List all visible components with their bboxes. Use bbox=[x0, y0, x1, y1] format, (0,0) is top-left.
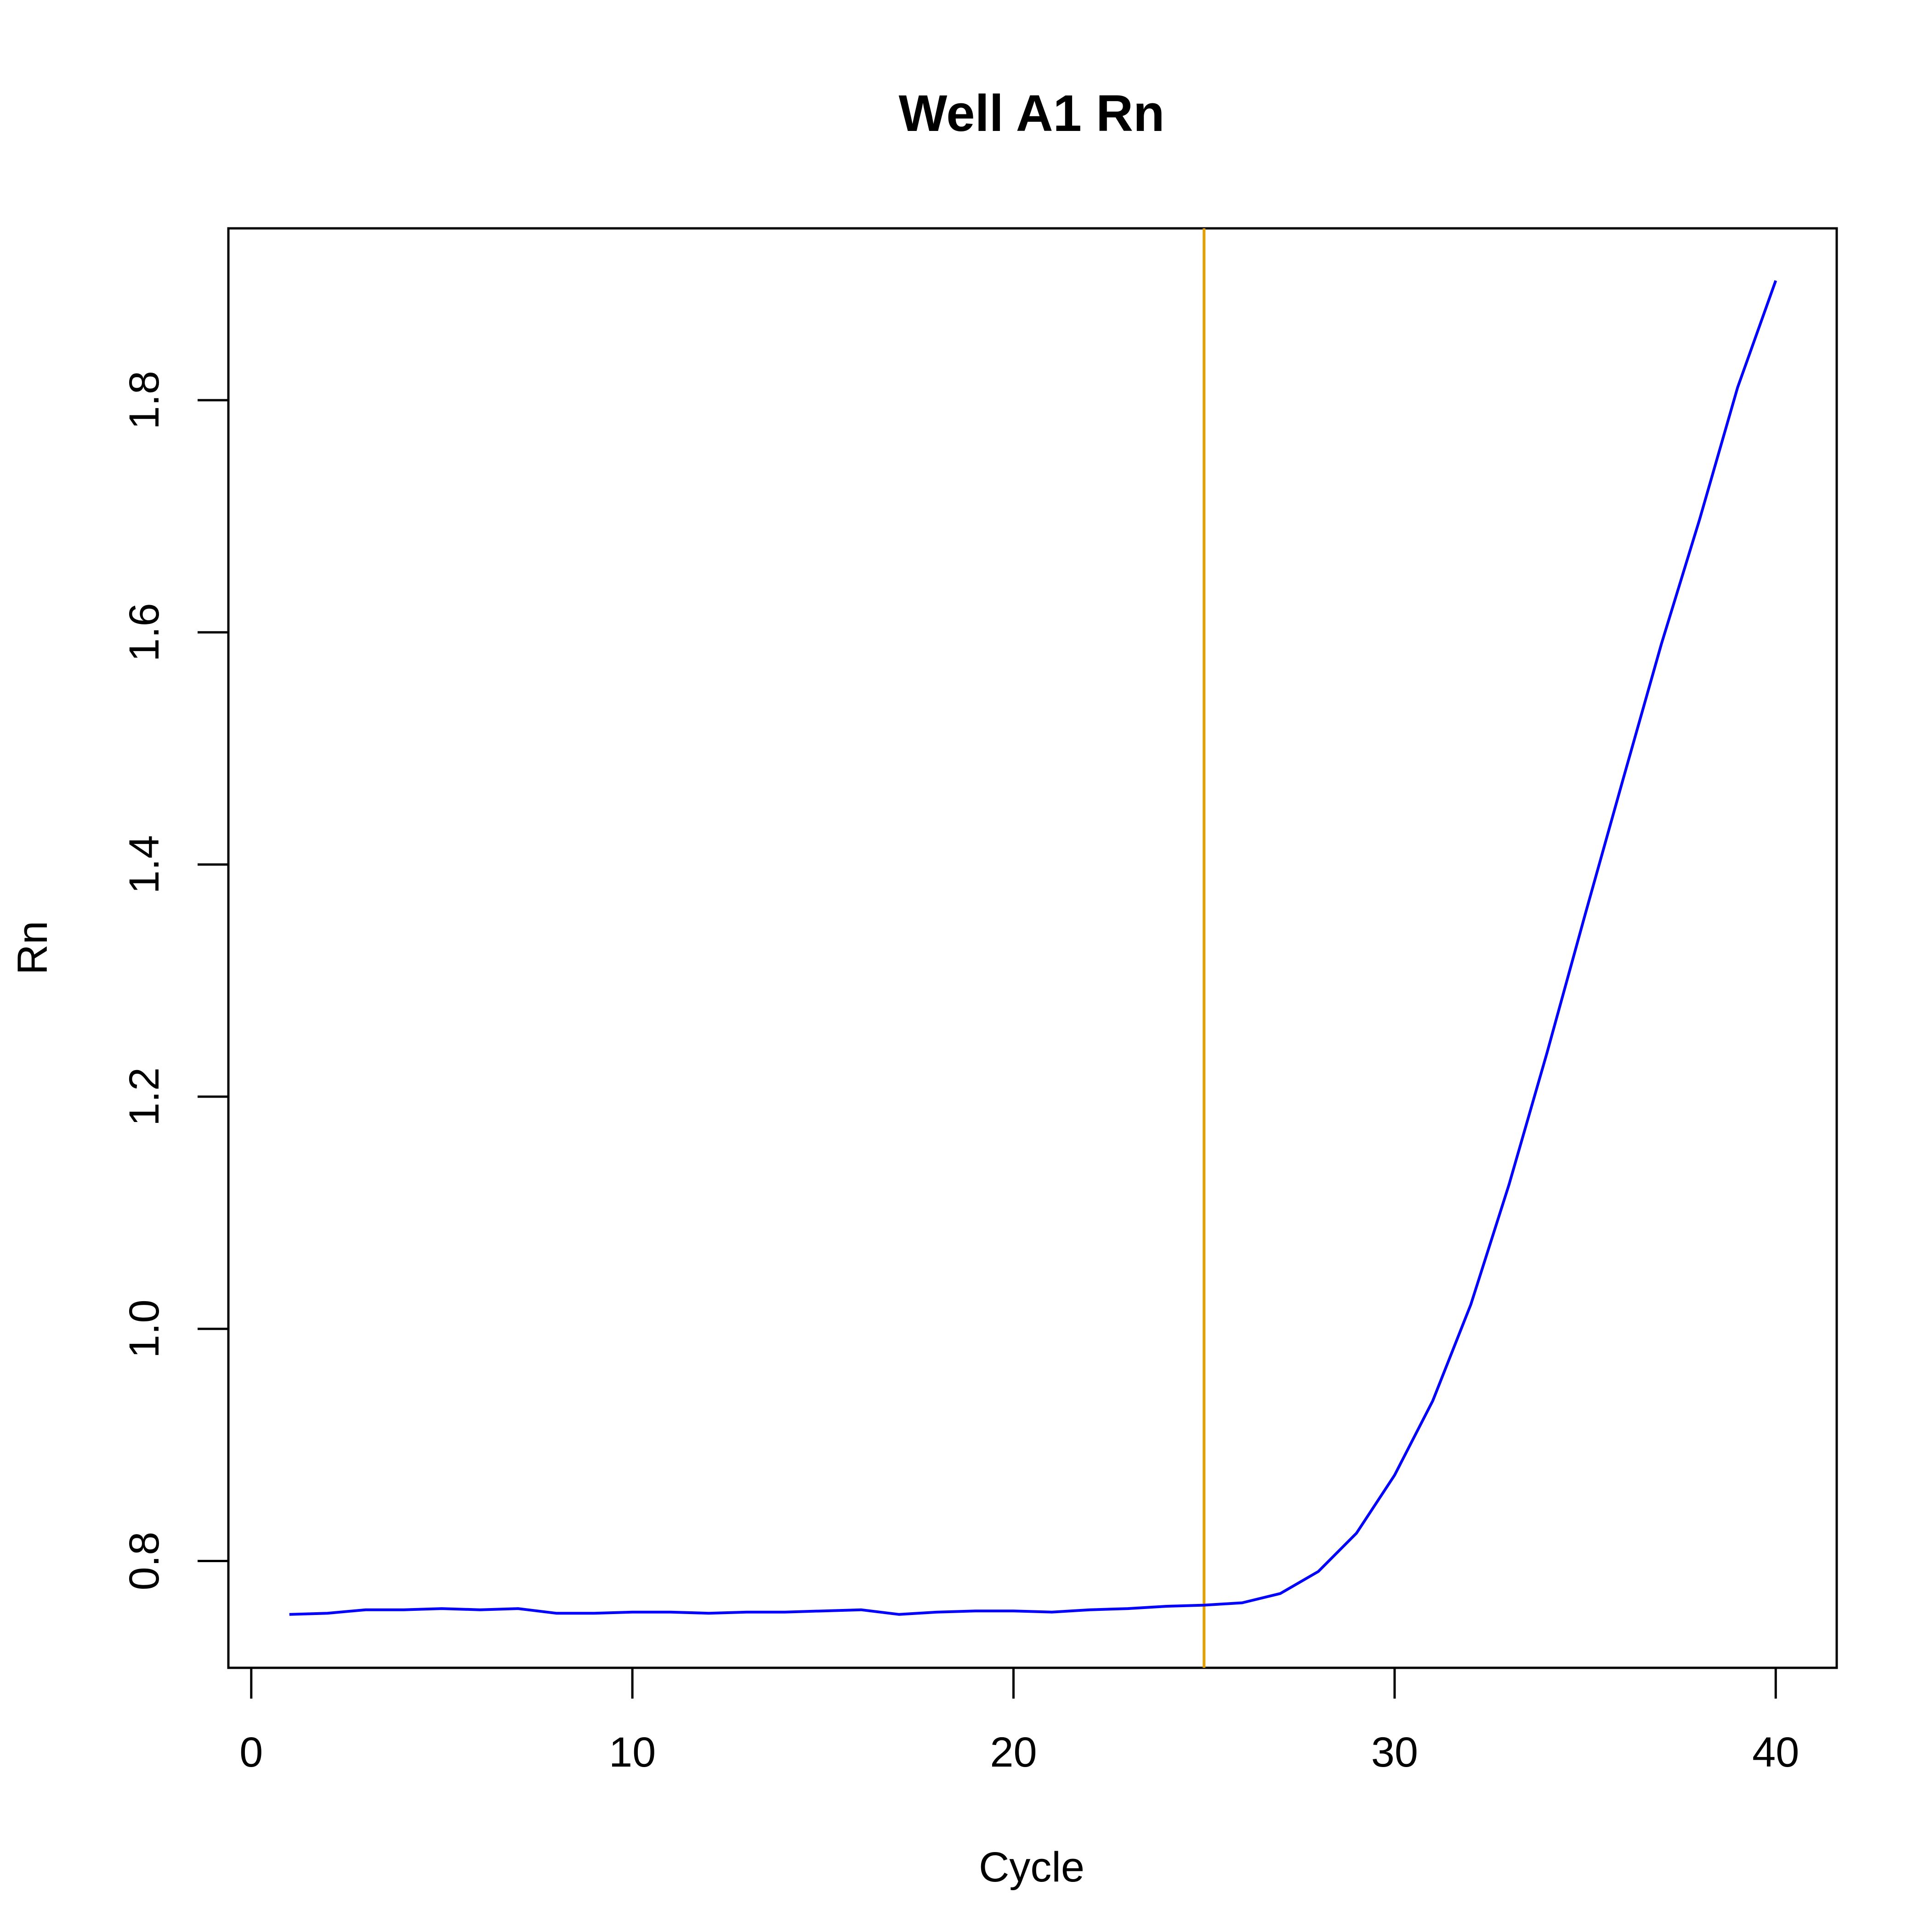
y-tick-label: 1.0 bbox=[121, 1299, 168, 1358]
y-tick-label: 1.8 bbox=[121, 371, 168, 430]
chart-title: Well A1 Rn bbox=[899, 85, 1165, 142]
y-axis: 0.8 1.0 1.2 1.4 1.6 1.8 bbox=[121, 371, 230, 1591]
x-tick-label: 20 bbox=[990, 1729, 1037, 1776]
y-tick-label: 1.2 bbox=[121, 1067, 168, 1126]
y-tick-label: 0.8 bbox=[121, 1532, 168, 1591]
plot-marks bbox=[289, 228, 1777, 1668]
y-axis-label: Rn bbox=[9, 921, 56, 975]
x-tick-label: 40 bbox=[1752, 1729, 1799, 1776]
y-tick-label: 1.4 bbox=[121, 835, 168, 894]
x-tick-label: 30 bbox=[1371, 1729, 1418, 1776]
x-axis-label: Cycle bbox=[979, 1844, 1084, 1891]
x-axis: 0 10 20 30 40 bbox=[239, 1666, 1799, 1776]
x-tick-label: 0 bbox=[239, 1729, 263, 1776]
x-tick-label: 10 bbox=[609, 1729, 656, 1776]
rn-series-line bbox=[289, 280, 1777, 1616]
y-tick-label: 1.6 bbox=[121, 603, 168, 662]
